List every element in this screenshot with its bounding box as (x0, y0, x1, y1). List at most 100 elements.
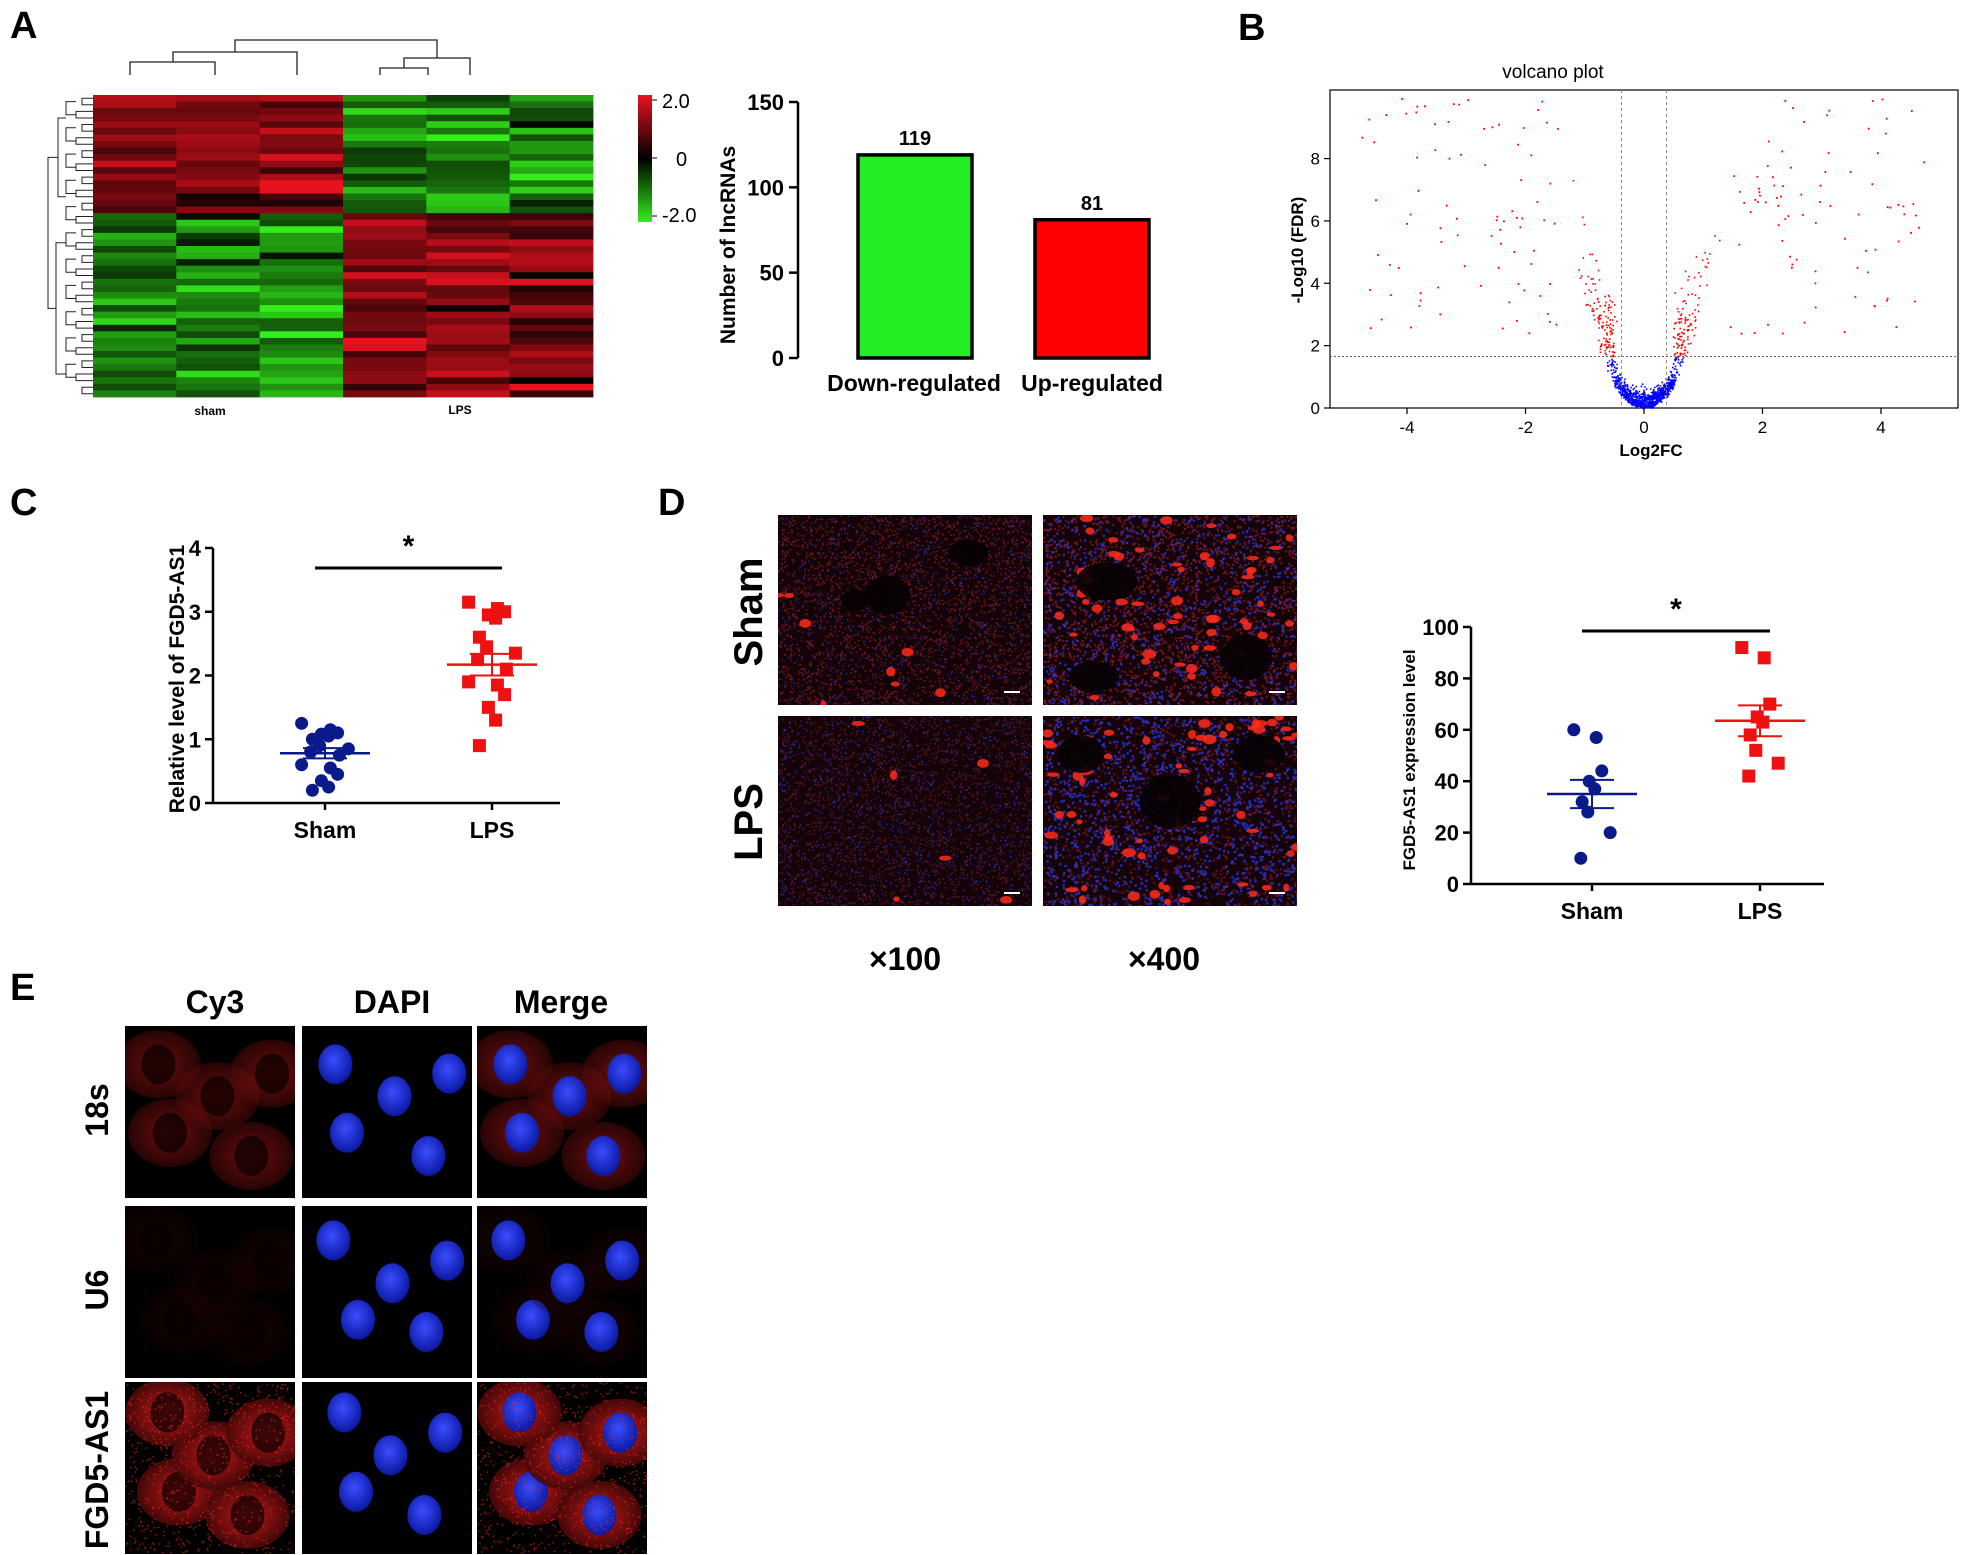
heatmap-cell (93, 180, 177, 187)
panel-letter-d: D (658, 482, 685, 524)
micrograph-lumen (864, 576, 910, 614)
cell-image (477, 1378, 662, 1555)
heatmap-cell (510, 384, 594, 391)
micrograph-spot (1267, 612, 1276, 616)
micrograph-scale-bar (1269, 892, 1285, 894)
cell-image (116, 1026, 314, 1198)
heatmap-cell (343, 246, 427, 253)
heatmap-cell (93, 344, 177, 351)
heatmap-cell (510, 102, 594, 109)
micrograph-spot (1291, 732, 1300, 737)
heatmap-cell (176, 312, 260, 319)
heatmap-cell (260, 272, 344, 279)
heatmap-cell (260, 128, 344, 135)
heatmap-cell (510, 167, 594, 174)
heatmap-cell (176, 187, 260, 194)
heatmap-cell (426, 272, 510, 279)
heatmap-cell (343, 312, 427, 319)
heatmap-cell (260, 115, 344, 122)
micrograph-lps-x400 (1040, 713, 1302, 909)
heatmap-cell (93, 134, 177, 141)
micrograph-spot (1065, 887, 1079, 892)
heatmap-cell (510, 292, 594, 299)
heatmap-cell (93, 121, 177, 128)
data-point (1567, 723, 1580, 736)
heatmap-cell (426, 108, 510, 115)
bar-y-tick-label: 100 (747, 175, 784, 200)
micrograph-col-x400: ×400 (1128, 941, 1200, 977)
volcano-x-label: Log2FC (1619, 441, 1682, 460)
heatmap-cell (426, 266, 510, 273)
micrograph-spot (1266, 773, 1274, 778)
data-point (295, 758, 308, 771)
heatmap-cell (510, 312, 594, 319)
micrograph-lumen (1068, 661, 1119, 691)
heatmap-cell (260, 180, 344, 187)
heatmap-cell (260, 351, 344, 358)
cell-row-18s: 18s (79, 1083, 115, 1136)
heatmap-cell (93, 325, 177, 332)
heatmap-cell (93, 253, 177, 260)
data-point (1744, 728, 1757, 741)
data-point (295, 717, 308, 730)
heatmap-cell (343, 364, 427, 371)
heatmap-cell (343, 115, 427, 122)
heatmap-cell (343, 213, 427, 220)
heatmap-cell (510, 200, 594, 207)
heatmap-cell (93, 161, 177, 168)
heatmap-cell (93, 193, 177, 200)
bar (858, 155, 972, 358)
data-point (1604, 826, 1617, 839)
heatmap-cell (510, 121, 594, 128)
heatmap-cell (176, 233, 260, 240)
heatmap-cell (176, 239, 260, 246)
heatmap-cell (426, 305, 510, 312)
heatmap-cell (176, 325, 260, 332)
data-point (462, 596, 475, 609)
cell-nucleus (409, 1312, 443, 1352)
heatmap-cell (176, 331, 260, 338)
bar-value-label: 119 (899, 128, 931, 150)
heatmap-cell (510, 134, 594, 141)
heatmap-cell (176, 220, 260, 227)
cell-image (125, 1378, 310, 1554)
heatmap-cell (510, 390, 594, 397)
cell-nucleus (493, 1044, 527, 1084)
heatmap-cell (176, 226, 260, 233)
heatmap-cell (260, 141, 344, 148)
cell-nucleus (505, 1113, 539, 1153)
heatmap-cell (260, 305, 344, 312)
heatmap-cell (260, 102, 344, 109)
data-point (1595, 764, 1608, 777)
heatmap-cell (426, 154, 510, 161)
bar (1035, 220, 1149, 358)
micrograph-spot (1080, 515, 1094, 522)
micrograph-spot (1069, 632, 1078, 636)
relative-level-cat-lps: LPS (470, 817, 515, 843)
heatmap-cell (93, 226, 177, 233)
micrograph-spot (1082, 599, 1090, 604)
heatmap-cell (426, 200, 510, 207)
micrograph-spot (1158, 882, 1164, 890)
micrograph-spot (1079, 895, 1086, 904)
heatmap-cell (93, 384, 177, 391)
micrograph-spot (1243, 622, 1252, 630)
heatmap-cell (426, 377, 510, 384)
heatmap-cell (510, 338, 594, 345)
heatmap-cell (176, 279, 260, 286)
micrograph-spot (1131, 634, 1137, 641)
heatmap-cell (426, 246, 510, 253)
micrograph-spot (1055, 811, 1064, 819)
micrograph-lumen (1058, 735, 1104, 773)
micrograph-spot (902, 648, 914, 657)
heatmap-cell (176, 377, 260, 384)
heatmap-cell (176, 115, 260, 122)
micrograph-lumen (842, 589, 867, 612)
micrograph-spot (1206, 615, 1217, 623)
heatmap-cell (93, 371, 177, 378)
heatmap-cell (176, 344, 260, 351)
heatmap-cell (343, 344, 427, 351)
cell-nucleus (330, 1113, 364, 1153)
heatmap-cell (510, 239, 594, 246)
micrograph-spot (1291, 843, 1302, 851)
